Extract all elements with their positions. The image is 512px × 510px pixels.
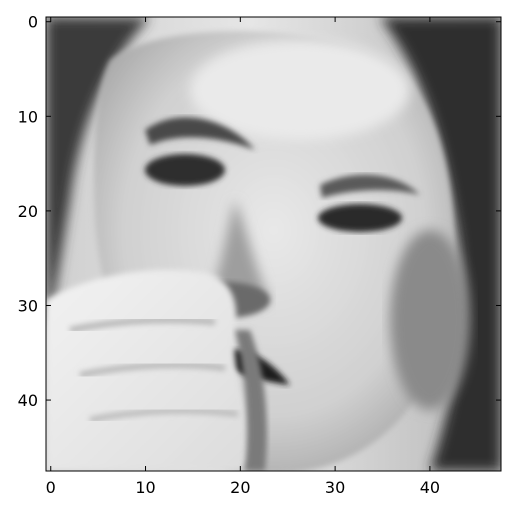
x-tick-label: 30 bbox=[325, 478, 345, 497]
x-tick-label: 10 bbox=[135, 478, 155, 497]
y-tick-label: 0 bbox=[28, 13, 38, 32]
hair-right bbox=[380, 17, 501, 471]
x-axis-ticks: 0 10 20 30 40 bbox=[46, 17, 440, 497]
y-tick-label: 30 bbox=[18, 296, 38, 315]
x-tick-label: 40 bbox=[420, 478, 440, 497]
eye-right bbox=[318, 204, 402, 232]
x-tick-label: 0 bbox=[46, 478, 56, 497]
eyebrow-right bbox=[320, 174, 420, 198]
hair-left bbox=[46, 17, 150, 330]
y-tick-label: 20 bbox=[18, 202, 38, 221]
eyebrow-left bbox=[145, 117, 255, 150]
y-axis-ticks: 0 10 20 30 40 bbox=[18, 13, 501, 410]
x-tick-label: 20 bbox=[230, 478, 250, 497]
heatmap-image bbox=[46, 17, 501, 471]
eye-left bbox=[145, 154, 225, 186]
y-tick-label: 40 bbox=[18, 391, 38, 410]
axes-frame bbox=[45, 16, 502, 472]
nose bbox=[210, 200, 270, 309]
y-tick-label: 10 bbox=[18, 107, 38, 126]
